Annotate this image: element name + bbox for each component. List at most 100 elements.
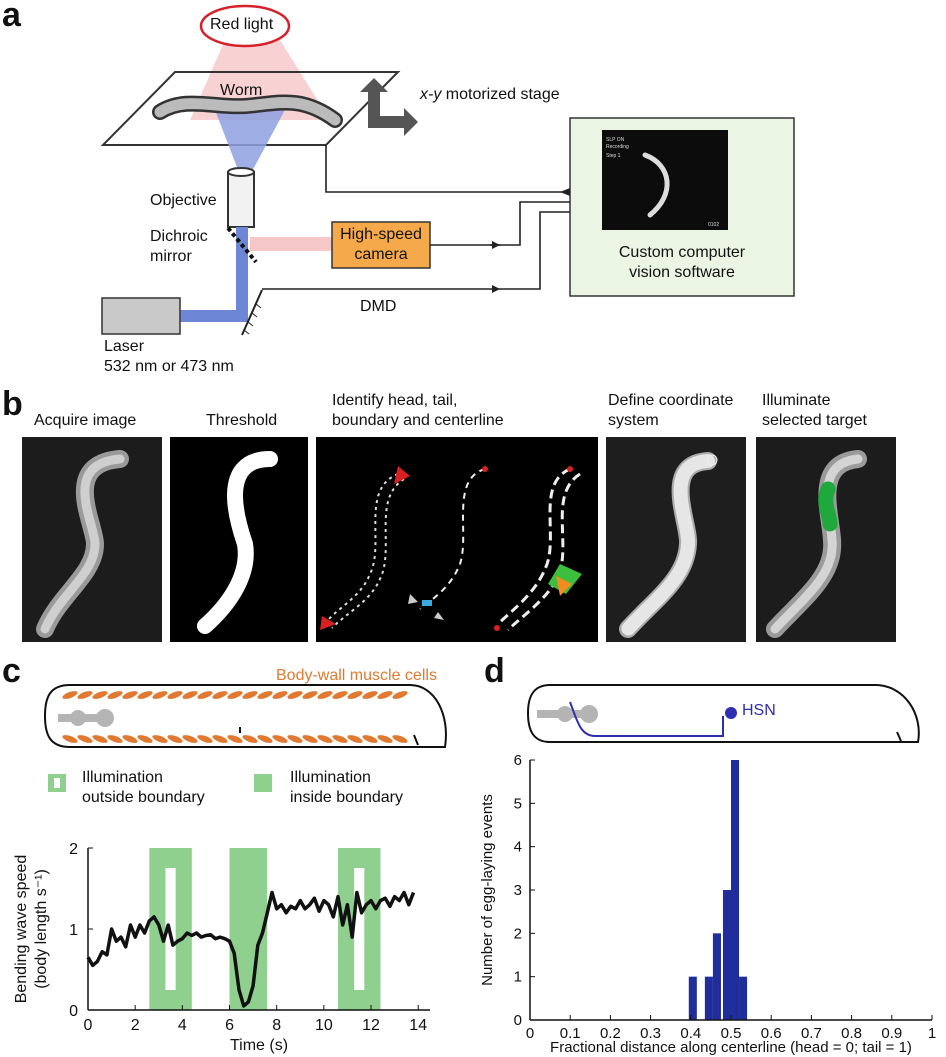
legend-inside-label-1: Illumination	[290, 769, 371, 786]
muscle-cell	[182, 735, 198, 743]
d-xtick-label: 1	[928, 1025, 936, 1042]
d-xtick-label: 0.9	[881, 1025, 902, 1042]
muscle-cell	[107, 735, 123, 743]
red-light-oval	[199, 4, 291, 48]
define-image	[606, 437, 746, 642]
d-ytick-label: 2	[514, 925, 522, 942]
c-xtick-label: 2	[131, 1017, 140, 1034]
d-bar	[688, 976, 697, 1020]
step-acquire-label: Acquire image	[34, 412, 137, 429]
muscle-cell	[152, 735, 168, 743]
green-markers	[548, 564, 582, 594]
muscle-cell	[377, 735, 393, 743]
c-ylabel-1: Bending wave speed	[13, 855, 30, 1004]
objective-label: Objective	[150, 192, 217, 209]
step-define-label-2: system	[608, 412, 659, 429]
muscle-cell	[287, 735, 303, 743]
dichroic-label-2: mirror	[150, 248, 192, 265]
hsn-label: HSN	[742, 702, 776, 719]
panel-a-diagram: SLP ON Recording Step 1 0102	[100, 4, 795, 336]
camera-box	[331, 221, 431, 269]
muscle-cell	[302, 735, 318, 743]
d-xtick-label: 0.6	[761, 1025, 782, 1042]
muscle-cell	[242, 735, 258, 743]
laser-label-2: 532 nm or 473 nm	[104, 358, 234, 375]
d-xtick-label: 0.5	[721, 1025, 742, 1042]
muscle-cell	[62, 691, 78, 699]
d-ytick-label: 0	[514, 1012, 522, 1029]
muscle-cell	[392, 691, 408, 699]
illumination-band	[229, 848, 268, 1010]
blue-beam	[215, 110, 285, 175]
identify-image	[316, 437, 598, 642]
d-ytick-label: 3	[514, 882, 522, 899]
muscle-cell	[137, 691, 153, 699]
screen-text-3: Step 1	[606, 153, 621, 159]
step-threshold-label: Threshold	[206, 412, 278, 429]
muscle-cell	[182, 691, 198, 699]
panel-b-images	[22, 437, 896, 642]
centerline-marker	[422, 600, 432, 606]
panel-b-letter: b	[2, 385, 23, 423]
c-xtick-label: 8	[272, 1017, 281, 1034]
muscle-cells-bottom	[62, 735, 408, 743]
d-bar	[739, 976, 748, 1020]
c-ytick-label: 1	[69, 922, 78, 939]
c-ytick-label: 0	[69, 1003, 78, 1020]
panel-d-letter: d	[484, 652, 505, 690]
muscle-cell	[227, 691, 243, 699]
muscle-cell	[212, 735, 228, 743]
muscle-cell	[347, 735, 363, 743]
d-xtick-label: 0.3	[640, 1025, 661, 1042]
c-xtick-label: 4	[178, 1017, 187, 1034]
muscle-cell	[152, 691, 168, 699]
c-ytick-label: 2	[69, 841, 78, 858]
muscle-cell	[317, 691, 333, 699]
d-bar	[712, 933, 721, 1020]
muscle-cell	[392, 735, 408, 743]
muscle-cell	[77, 735, 93, 743]
panel-c-worm	[43, 684, 447, 748]
tail-marker	[320, 616, 336, 630]
c-ylabel-2: (body length s⁻¹)	[33, 869, 50, 989]
muscle-cell	[167, 691, 183, 699]
legend-inside-label-2: inside boundary	[290, 789, 403, 806]
muscle-cell	[287, 691, 303, 699]
muscle-cells-top	[62, 691, 408, 699]
d-xtick-label: 0.4	[680, 1025, 701, 1042]
muscle-cell	[332, 691, 348, 699]
d-bar	[722, 890, 731, 1020]
software-label-1: Custom computer	[618, 244, 746, 261]
laser-box	[101, 297, 181, 335]
xy-arrows-icon	[360, 78, 418, 136]
muscle-cell	[197, 735, 213, 743]
muscle-cell	[122, 735, 138, 743]
legend-outside-label-1: Illumination	[82, 769, 163, 786]
camera-label-1: High-speed	[340, 226, 422, 243]
d-ytick-label: 5	[514, 795, 522, 812]
c-xtick-label: 14	[409, 1017, 427, 1034]
muscle-cell	[362, 735, 378, 743]
d-bar	[704, 976, 713, 1020]
muscle-cell	[362, 691, 378, 699]
screen-text-1: SLP ON	[606, 137, 625, 143]
legend-inside-swatch	[254, 774, 272, 792]
muscle-label: Body-wall muscle cells	[276, 667, 437, 684]
muscle-cell	[332, 735, 348, 743]
muscle-cell	[302, 691, 318, 699]
muscle-cell	[227, 735, 243, 743]
step-identify-label-1: Identify head, tail,	[332, 392, 458, 409]
d-xtick-label: 0.8	[841, 1025, 862, 1042]
hsn-neuron	[569, 701, 724, 737]
d-xtick-label: 0	[526, 1025, 534, 1042]
c-xtick-label: 10	[315, 1017, 333, 1034]
camera-label-2: camera	[354, 246, 408, 263]
stage-label: x-y motorized stage	[420, 86, 560, 103]
step-illuminate-label-2: selected target	[762, 412, 867, 429]
step-define-label-1: Define coordinate	[608, 392, 734, 409]
c-xlabel: Time (s)	[230, 1037, 288, 1054]
muscle-cell	[272, 691, 288, 699]
dmd-mirror	[241, 289, 263, 336]
d-ytick-label: 4	[514, 839, 522, 856]
